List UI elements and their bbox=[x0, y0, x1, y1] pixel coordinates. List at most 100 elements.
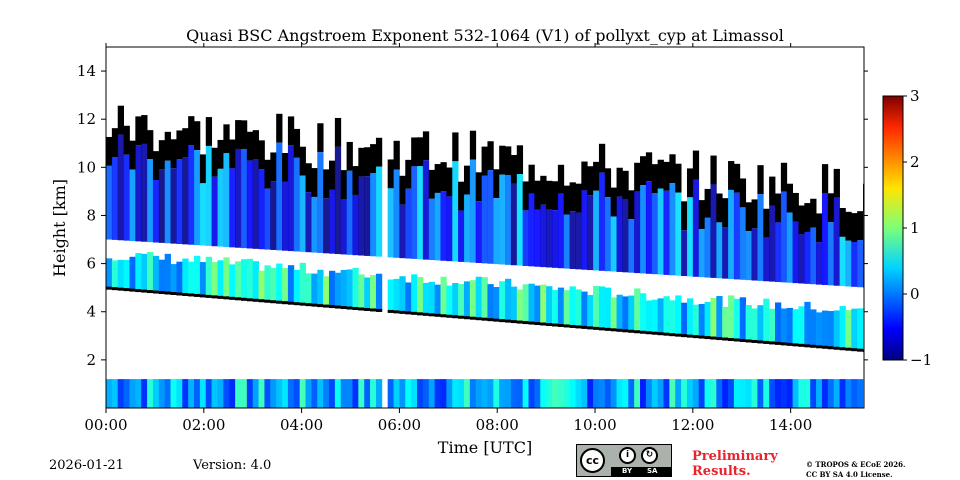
aerosol-column bbox=[616, 379, 623, 408]
cloud-mask-column bbox=[587, 166, 594, 196]
aerosol-column bbox=[763, 379, 770, 408]
y-axis-label: Height [km] bbox=[50, 179, 69, 277]
aerosol-column bbox=[235, 261, 242, 299]
aerosol-column bbox=[534, 285, 541, 324]
cloud-mask-column bbox=[417, 137, 424, 167]
aerosol-column bbox=[370, 275, 377, 310]
aerosol-column bbox=[604, 287, 612, 329]
cloud-mask-column bbox=[681, 201, 688, 231]
cirrus-column bbox=[305, 192, 312, 253]
layer-base-edge bbox=[622, 329, 629, 333]
cirrus-column bbox=[751, 228, 758, 281]
aerosol-column bbox=[839, 306, 846, 349]
layer-base-edge bbox=[563, 324, 571, 328]
aerosol-column bbox=[757, 379, 764, 408]
layer-base-edge bbox=[229, 296, 236, 300]
cloud-mask-column bbox=[505, 146, 512, 176]
layer-base-edge bbox=[575, 325, 582, 329]
cc-strip: BY SA bbox=[611, 467, 671, 476]
cirrus-column bbox=[340, 198, 348, 255]
aerosol-column bbox=[528, 379, 535, 408]
cloud-mask-column bbox=[270, 152, 277, 182]
cirrus-column bbox=[170, 168, 177, 244]
cirrus-column bbox=[364, 176, 371, 256]
cirrus-column bbox=[493, 198, 500, 265]
aerosol-column bbox=[692, 304, 700, 337]
version-label: Version: 4.0 bbox=[193, 458, 272, 473]
cirrus-column bbox=[569, 211, 576, 269]
cloud-mask-column bbox=[106, 136, 113, 166]
cloud-mask-column bbox=[440, 162, 447, 192]
aerosol-column bbox=[487, 284, 494, 320]
aerosol-column bbox=[563, 379, 571, 408]
cirrus-column bbox=[769, 205, 776, 282]
layer-base-edge bbox=[452, 315, 459, 319]
x-axis-label: Time [UTC] bbox=[438, 438, 532, 457]
aerosol-column bbox=[710, 379, 717, 408]
layer-base-edge bbox=[634, 330, 641, 334]
aerosol-column bbox=[340, 379, 348, 408]
cirrus-column bbox=[698, 228, 705, 278]
aerosol-column bbox=[440, 276, 447, 316]
cirrus-column bbox=[346, 170, 353, 255]
aerosol-column bbox=[194, 255, 201, 295]
aerosol-column bbox=[240, 259, 248, 299]
layer-base-edge bbox=[810, 344, 817, 348]
aerosol-column bbox=[170, 379, 177, 408]
aerosol-column bbox=[358, 274, 365, 309]
cirrus-column bbox=[716, 222, 723, 279]
aerosol-column bbox=[235, 379, 242, 408]
cloud-mask-column bbox=[604, 168, 612, 198]
layer-base-edge bbox=[123, 288, 130, 292]
aerosol-column bbox=[411, 274, 418, 313]
cirrus-column bbox=[610, 216, 617, 272]
aerosol-column bbox=[739, 297, 747, 340]
layer-base-edge bbox=[499, 319, 506, 323]
layer-base-edge bbox=[610, 328, 617, 332]
cloud-mask-column bbox=[205, 117, 213, 146]
cirrus-column bbox=[481, 175, 488, 264]
aerosol-column bbox=[716, 379, 723, 408]
cloud-mask-column bbox=[199, 154, 207, 184]
aerosol-column bbox=[111, 260, 119, 289]
cloud-mask-column bbox=[763, 208, 770, 238]
layer-base-edge bbox=[704, 336, 711, 340]
aerosol-column bbox=[252, 261, 259, 300]
layer-base-edge bbox=[628, 329, 635, 333]
aerosol-column bbox=[106, 258, 113, 288]
cloud-mask-column bbox=[598, 143, 606, 173]
layer-base-edge bbox=[428, 313, 436, 317]
layer-base-edge bbox=[358, 307, 365, 311]
layer-base-edge bbox=[346, 306, 353, 310]
aerosol-column bbox=[657, 379, 664, 408]
cloud-mask-column bbox=[728, 161, 735, 190]
aerosol-column bbox=[581, 291, 588, 327]
cirrus-column bbox=[692, 179, 700, 277]
cloud-mask-column bbox=[194, 121, 201, 151]
aerosol-column bbox=[821, 379, 829, 408]
cirrus-column bbox=[205, 145, 213, 246]
cloud-mask-column bbox=[751, 199, 758, 229]
aerosol-column bbox=[704, 301, 711, 338]
aerosol-column bbox=[440, 379, 447, 408]
cc-license-badge[interactable]: cc i ↻ BY SA bbox=[576, 444, 672, 477]
cloud-mask-column bbox=[282, 153, 289, 182]
layer-base-edge bbox=[604, 327, 612, 331]
cloud-mask-column bbox=[481, 146, 488, 176]
cirrus-column bbox=[258, 169, 265, 250]
layer-base-edge bbox=[487, 318, 494, 322]
cloud-mask-column bbox=[575, 183, 582, 213]
cirrus-column bbox=[686, 197, 694, 277]
cloud-mask-column bbox=[463, 165, 471, 195]
cloud-mask-column bbox=[287, 116, 295, 146]
layer-base-edge bbox=[217, 295, 224, 299]
cloud-mask-column bbox=[792, 192, 799, 222]
cirrus-column bbox=[352, 194, 359, 256]
layer-base-edge bbox=[710, 336, 717, 340]
preliminary-line-2: Results. bbox=[692, 464, 751, 479]
aerosol-column bbox=[663, 379, 670, 408]
layer-base-edge bbox=[199, 294, 207, 298]
aerosol-column bbox=[340, 269, 348, 308]
layer-base-edge bbox=[598, 327, 606, 331]
cirrus-column bbox=[669, 183, 676, 276]
